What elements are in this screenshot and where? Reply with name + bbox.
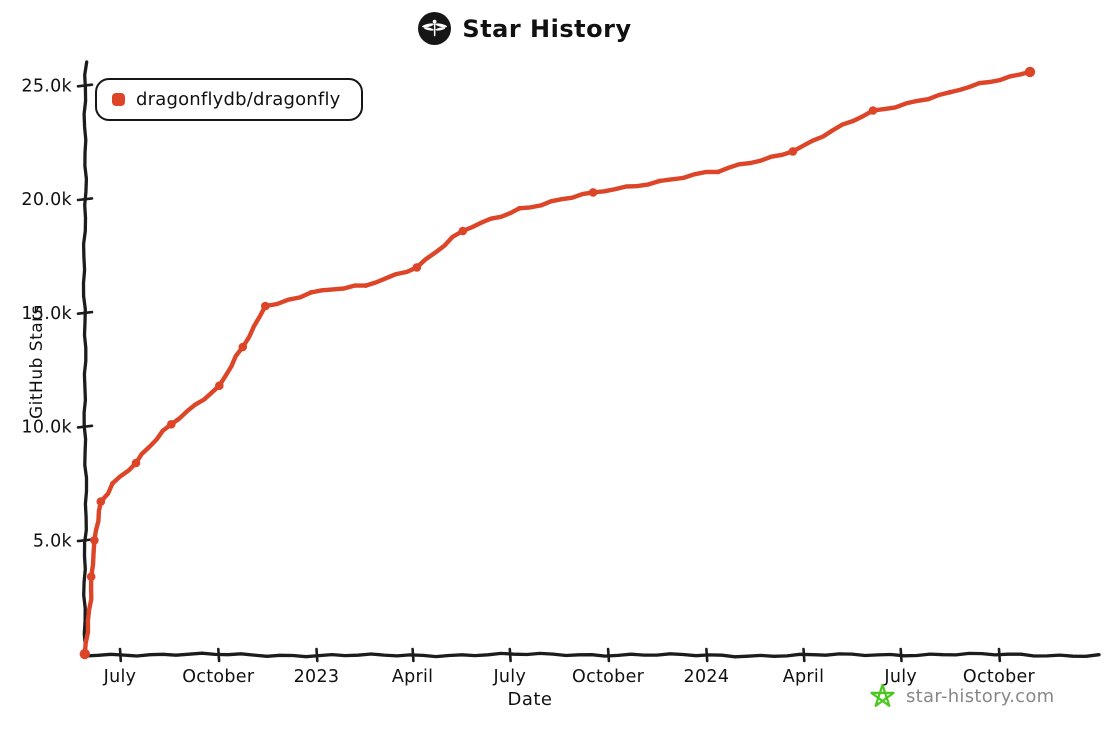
y-tick-label: 10.0k bbox=[21, 418, 72, 438]
x-tick bbox=[606, 647, 611, 663]
x-tick bbox=[217, 647, 221, 663]
data-point-marker bbox=[96, 497, 106, 506]
data-point-marker bbox=[588, 188, 598, 197]
data-point-marker bbox=[261, 301, 270, 311]
data-point-marker bbox=[947, 89, 953, 95]
watermark-text: star-history.com bbox=[906, 686, 1055, 707]
y-tick bbox=[76, 83, 94, 88]
dragonfly-logo-icon bbox=[418, 12, 452, 45]
chart-title: Star History bbox=[462, 14, 632, 43]
legend-swatch bbox=[112, 93, 125, 106]
data-point-marker bbox=[517, 205, 522, 211]
legend: dragonflydb/dragonfly bbox=[95, 78, 363, 121]
y-axis-line bbox=[81, 60, 89, 649]
data-point-marker bbox=[79, 648, 91, 660]
x-tick-label: July bbox=[883, 667, 917, 687]
x-tick bbox=[118, 647, 123, 663]
data-point-marker bbox=[308, 290, 314, 295]
data-point-marker bbox=[363, 283, 369, 288]
data-point-marker bbox=[868, 106, 878, 115]
chart-title-row: Star History bbox=[0, 12, 1050, 45]
legend-label: dragonflydb/dragonfly bbox=[136, 89, 341, 110]
data-point-marker bbox=[86, 572, 96, 581]
x-tick bbox=[508, 647, 512, 663]
x-tick bbox=[802, 647, 806, 663]
data-point-marker bbox=[458, 226, 468, 236]
x-tick-label: 2023 bbox=[294, 667, 340, 687]
x-tick bbox=[315, 647, 319, 663]
x-tick bbox=[997, 647, 1002, 663]
data-point-marker bbox=[238, 342, 248, 352]
data-point-marker bbox=[110, 481, 115, 486]
star-icon-path bbox=[870, 683, 895, 707]
series-line bbox=[82, 69, 1033, 657]
data-point-marker bbox=[715, 169, 721, 175]
data-point-marker bbox=[215, 381, 224, 391]
y-tick bbox=[76, 197, 94, 202]
y-tick bbox=[76, 310, 94, 316]
watermark: star-history.com bbox=[868, 682, 1055, 711]
data-point-marker bbox=[657, 178, 662, 184]
y-tick-label: 25.0k bbox=[21, 77, 72, 97]
x-tick-label: October bbox=[572, 667, 645, 687]
data-point-marker bbox=[1024, 66, 1036, 78]
x-tick-label: October bbox=[963, 667, 1036, 687]
data-point-marker bbox=[167, 420, 176, 429]
data-point-marker bbox=[131, 458, 141, 468]
x-tick bbox=[899, 647, 903, 663]
y-tick-label: 20.0k bbox=[21, 190, 72, 210]
x-axis-title: Date bbox=[507, 689, 553, 710]
y-tick-label: 15.0k bbox=[21, 304, 72, 324]
x-tick-label: July bbox=[492, 667, 526, 687]
x-tick-label: 2024 bbox=[684, 667, 730, 687]
data-point-marker bbox=[90, 536, 99, 545]
x-tick bbox=[411, 647, 415, 663]
star-icon bbox=[870, 683, 895, 707]
data-point-marker bbox=[788, 147, 798, 156]
y-tick bbox=[76, 538, 94, 543]
data-point-marker bbox=[412, 263, 422, 272]
y-tick bbox=[76, 424, 94, 429]
x-tick-label: July bbox=[103, 667, 137, 687]
y-axis-title: GitHub Stars bbox=[27, 304, 47, 420]
x-tick bbox=[705, 647, 709, 663]
x-tick-label: October bbox=[182, 667, 255, 687]
x-tick-label: April bbox=[392, 667, 434, 687]
x-tick-label: April bbox=[783, 667, 825, 687]
y-tick-label: 5.0k bbox=[33, 531, 73, 551]
x-axis-line bbox=[83, 651, 1101, 659]
